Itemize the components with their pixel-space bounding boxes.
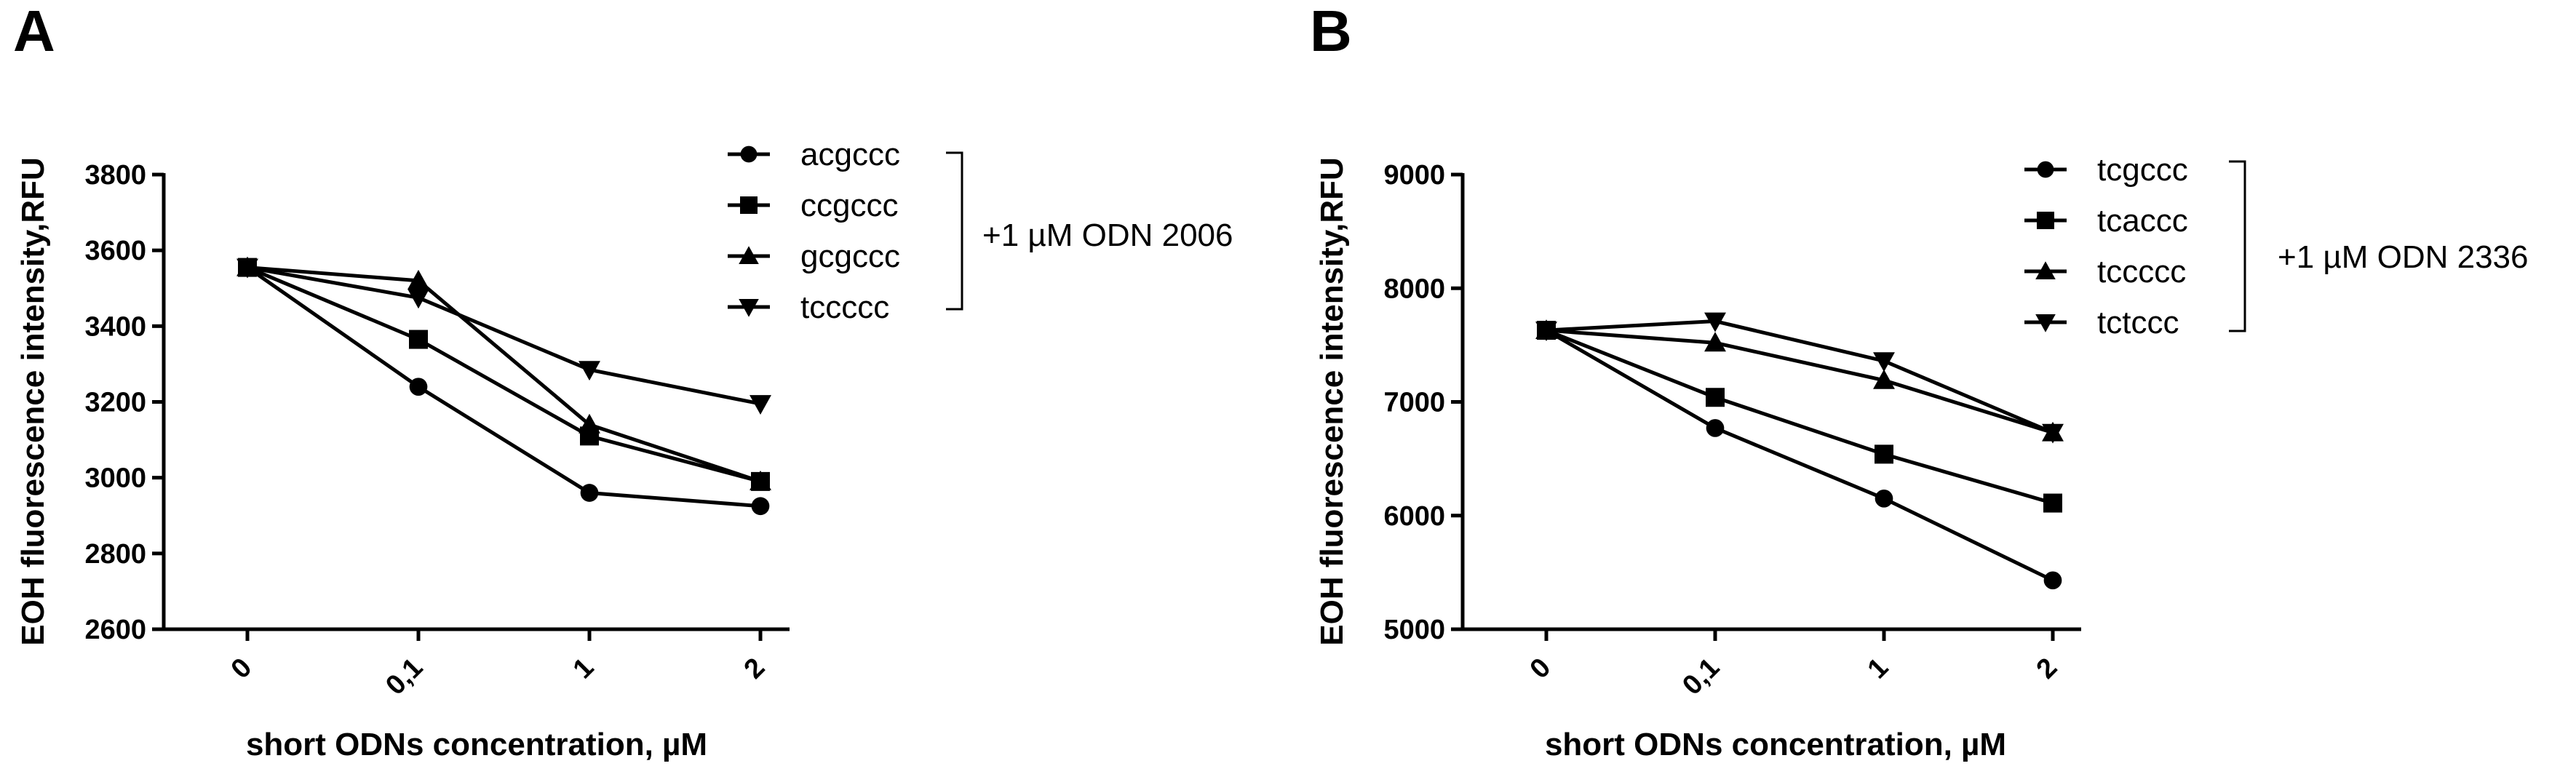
series-line [247,266,761,484]
y-tick-label: 7000 [1383,388,1445,418]
y-tick-label: 3000 [84,463,146,494]
y-tick-label: 3400 [84,311,146,342]
series-tcaccc [1537,321,2062,513]
x-tick-label: 1 [568,653,600,685]
legend-label: tcgccc [2097,152,2188,188]
legend-marker-icon [739,246,759,265]
data-point [409,330,428,349]
y-tick-label: 3800 [84,160,146,191]
data-point [750,470,771,490]
series-ccgccc [238,258,770,491]
y-axis-title: EOH fluorescence intensity,RFU [1314,157,1350,646]
series-tccccc [1535,319,2064,442]
x-tick-label: 1 [1862,653,1895,685]
series-gcgccc [236,256,771,490]
y-tick-label: 2800 [84,539,146,570]
data-point [1535,322,1557,342]
data-point [751,497,770,516]
data-point [1875,444,1893,464]
legend-item-gcgccc: gcgccc [728,239,900,274]
data-point [579,361,600,381]
series-tccccc [236,258,771,415]
y-tick-label: 2600 [84,615,146,645]
y-tick-label: 9000 [1383,160,1445,191]
data-point [580,484,599,502]
legend-label: acgccc [800,137,900,172]
series-line [247,266,761,406]
data-point [1706,388,1725,407]
series-line [1545,328,2054,583]
panel-label: A [13,0,55,63]
series-line [246,266,761,508]
legend-label: tccccc [2097,254,2186,290]
data-point [2042,423,2064,444]
legend-bracket [2229,160,2246,332]
data-point [1704,332,1726,352]
y-tick-label: 3200 [84,388,146,418]
data-point [236,258,258,279]
data-point [750,395,771,415]
legend-marker-icon [740,145,758,163]
data-point [1873,352,1895,372]
y-axis-title: EOH fluorescence intensity,RFU [15,157,51,646]
y-tick-label: 5000 [1383,615,1445,645]
legend-marker-icon [2035,314,2056,332]
data-point [579,413,600,434]
legend-item-acgccc: acgccc [728,137,900,172]
data-point [2043,571,2062,590]
bracket-label: +1 µM ODN 2006 [982,218,1233,253]
legend-item-ccgccc: ccgccc [728,188,898,223]
legend-label: tccccc [800,290,889,325]
bracket-label: +1 µM ODN 2336 [2278,239,2529,275]
data-point [1873,369,1895,389]
panel-label: B [1310,0,1352,63]
x-axis-title: short ODNs concentration, µM [1545,727,2006,762]
legend-label: tctccc [2097,305,2179,340]
legend-marker-icon [739,298,759,317]
x-axis-title: short ODNs concentration, µM [246,727,707,762]
data-point [409,378,428,396]
legend-marker-icon [2037,161,2054,178]
x-tick-label: 2 [2031,653,2064,685]
x-tick-label: 0,1 [1677,653,1725,701]
data-point [1704,312,1726,332]
chart-panel-b: B 5000 6000 7000 8000 9000 0 0,1 1 2 EOH fluoresce… [1310,0,2529,762]
legend-bracket [946,151,963,311]
legend-item-tcgccc: tcgccc [2024,152,2188,188]
data-point [408,269,429,290]
legend-item-tcaccc: tcaccc [2024,203,2188,239]
legend-item-tccccc: tccccc [2024,254,2186,290]
x-tick-label: 2 [739,653,771,685]
y-tick-label: 3600 [84,236,146,266]
legend-item-tctccc: tctccc [2024,305,2179,340]
legend-marker-icon [2037,212,2054,229]
chart-panel-a: A 2600 2800 3000 3200 3400 3600 3800 0 0,1 1 2 EOH f… [13,0,1233,762]
series-line [1546,319,2054,434]
data-point [408,289,429,309]
series-tctccc [1535,312,2064,444]
x-tick-label: 0 [1524,653,1557,685]
series-line [1546,328,2054,505]
legend-item-tccccc: tccccc [728,290,889,325]
x-tick-label: 0 [226,653,258,685]
series-line [1546,328,2054,435]
x-tick-label: 0,1 [380,653,429,701]
data-point [1706,419,1725,437]
legend-label: gcgccc [800,239,900,274]
data-point [2043,493,2062,513]
series-line [247,266,761,484]
y-tick-label: 8000 [1383,274,1445,304]
legend-label: ccgccc [800,188,898,223]
legend-marker-icon [740,196,758,214]
legend-marker-icon [2035,261,2056,280]
legend-label: tcaccc [2097,203,2188,239]
y-tick-label: 6000 [1383,501,1445,532]
data-point [1875,489,1893,508]
